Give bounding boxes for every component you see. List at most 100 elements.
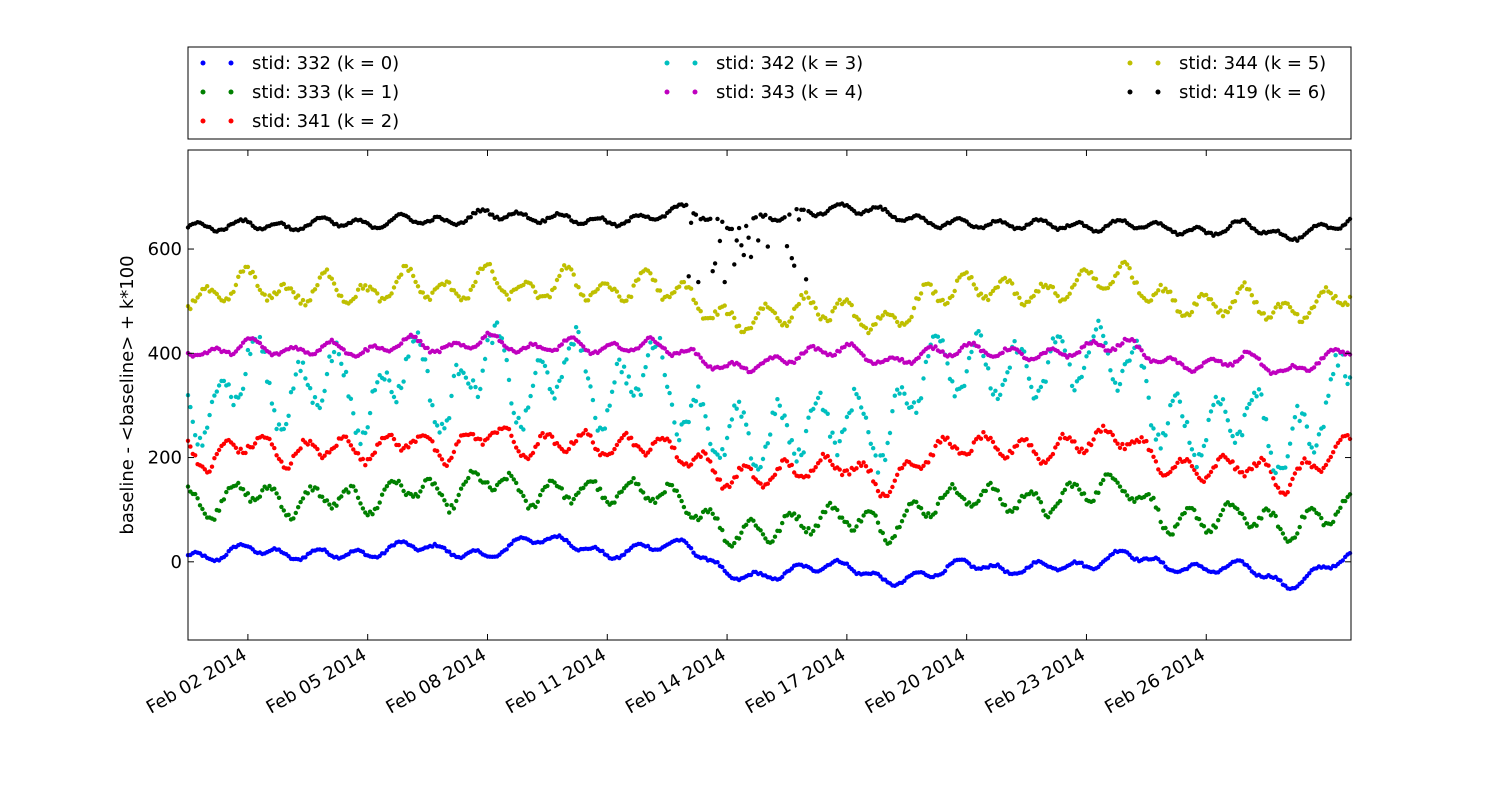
data-point <box>530 450 536 456</box>
data-point <box>971 340 976 345</box>
data-point <box>447 510 452 515</box>
data-point <box>1132 338 1137 344</box>
data-point <box>916 355 921 360</box>
data-point <box>466 296 471 301</box>
data-point <box>1117 445 1123 450</box>
data-point <box>250 445 255 450</box>
data-point <box>581 485 586 491</box>
data-point <box>396 442 401 448</box>
data-point <box>1247 222 1252 228</box>
data-point <box>892 215 897 220</box>
data-point <box>823 315 828 321</box>
data-point <box>792 263 797 268</box>
data-point <box>844 414 850 420</box>
data-point <box>509 473 514 479</box>
data-point <box>907 318 912 323</box>
data-point <box>1165 421 1171 426</box>
data-point <box>281 426 286 432</box>
data-point <box>902 513 907 518</box>
data-point <box>468 287 473 292</box>
data-point <box>691 297 696 302</box>
data-point <box>803 530 809 535</box>
data-point <box>257 340 263 346</box>
data-point <box>454 498 459 504</box>
data-point <box>1072 439 1077 444</box>
data-point <box>837 349 842 354</box>
data-point <box>645 450 651 455</box>
data-point <box>240 386 246 391</box>
data-point <box>585 348 591 353</box>
data-point <box>1033 451 1039 457</box>
data-point <box>360 350 366 355</box>
data-point <box>214 451 219 457</box>
data-point <box>631 283 636 288</box>
data-point <box>212 456 217 461</box>
data-point <box>777 528 782 534</box>
data-point <box>1266 443 1271 449</box>
data-point <box>1180 362 1185 367</box>
data-point <box>1098 325 1104 330</box>
data-point <box>1141 352 1147 358</box>
data-point <box>1311 304 1317 309</box>
data-point <box>1285 454 1290 459</box>
data-point <box>389 389 394 395</box>
data-point <box>252 441 258 446</box>
data-point <box>1160 560 1166 565</box>
data-point <box>456 371 461 377</box>
data-point <box>379 492 385 497</box>
data-point <box>875 470 881 475</box>
data-point <box>1326 393 1331 398</box>
data-point <box>384 484 390 489</box>
data-point <box>566 346 572 351</box>
data-point <box>1089 442 1094 448</box>
data-point <box>1206 473 1211 478</box>
data-point <box>1038 281 1044 286</box>
data-point <box>315 283 320 288</box>
legend-label: stid: 332 (k = 0) <box>252 53 399 74</box>
data-point <box>478 340 483 345</box>
data-point <box>298 499 303 505</box>
data-point <box>202 467 207 472</box>
data-point <box>1041 508 1046 513</box>
data-point <box>1096 564 1101 570</box>
data-point <box>291 386 296 391</box>
data-point <box>427 398 433 403</box>
data-point <box>224 226 229 231</box>
data-point <box>691 347 696 352</box>
data-point <box>1232 440 1238 445</box>
data-point <box>962 496 967 502</box>
data-point <box>1057 436 1063 441</box>
data-point <box>346 439 351 444</box>
data-point <box>1242 474 1247 479</box>
data-point <box>190 419 195 424</box>
data-point <box>1213 464 1219 469</box>
data-point <box>950 379 955 384</box>
data-point <box>1072 282 1077 287</box>
data-point <box>914 410 919 415</box>
data-point <box>1148 448 1154 454</box>
data-point <box>875 488 881 494</box>
data-point <box>1005 370 1010 375</box>
data-point <box>789 462 794 468</box>
data-point <box>463 375 469 380</box>
data-point <box>1247 401 1252 407</box>
data-point <box>724 435 730 441</box>
data-point <box>1240 511 1245 517</box>
data-point <box>835 507 840 513</box>
data-point <box>382 551 387 556</box>
data-point <box>384 548 390 553</box>
data-point <box>827 318 833 323</box>
data-point <box>892 315 897 320</box>
data-point <box>485 338 490 343</box>
data-point <box>837 467 842 472</box>
data-point <box>1321 289 1326 294</box>
data-point <box>799 292 804 298</box>
data-point <box>744 366 749 371</box>
data-point <box>312 351 318 357</box>
data-point <box>1031 293 1036 299</box>
data-point <box>562 263 567 268</box>
data-point <box>612 500 617 505</box>
data-point <box>504 292 509 297</box>
data-point <box>363 430 368 436</box>
data-point <box>597 486 603 491</box>
